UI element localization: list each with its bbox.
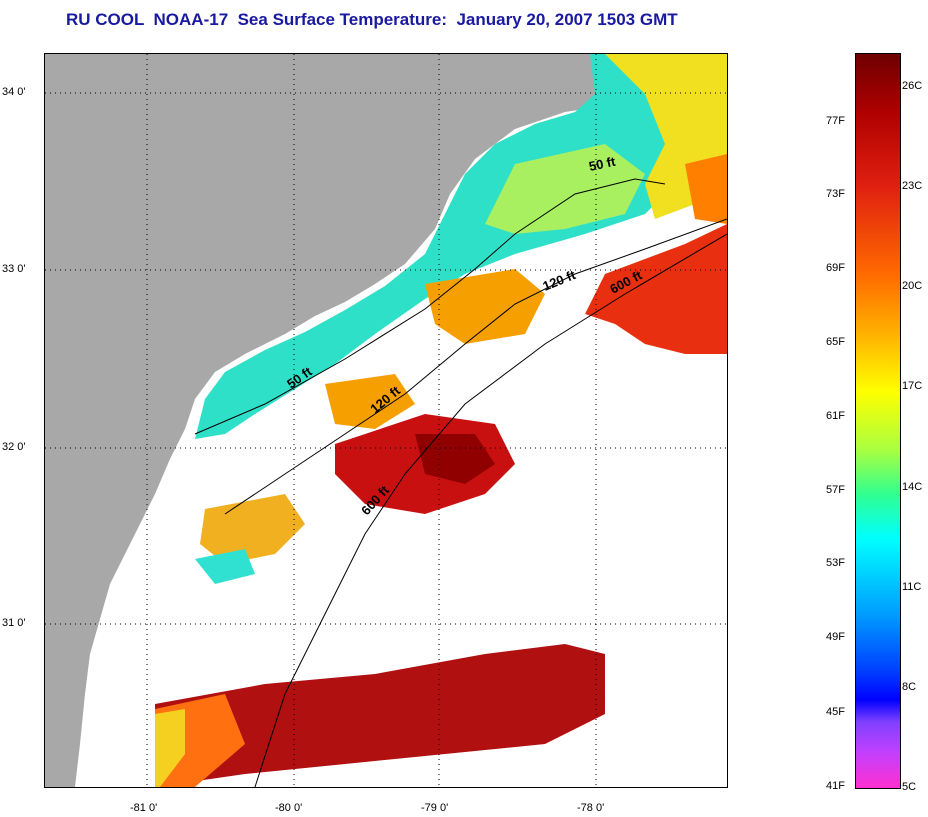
map-title: RU COOL NOAA-17 Sea Surface Temperature:…	[66, 10, 678, 29]
sst-midshelf-orange-2	[325, 374, 415, 429]
cb-c-23: 23C	[902, 180, 923, 192]
sst-map: 50 ft 120 ft 600 ft 50 ft 120 ft 600 ft	[44, 53, 728, 788]
cb-c-17: 17C	[902, 380, 923, 392]
sst-nearshore-band	[195, 54, 695, 439]
cb-f-53: 53F	[826, 557, 845, 569]
cb-f-49: 49F	[826, 631, 845, 643]
sst-offshore-ne	[585, 224, 727, 354]
cb-f-57: 57F	[826, 484, 845, 496]
lat-label-31: 31 0'	[2, 617, 26, 629]
land-area	[45, 54, 605, 787]
cb-f-77: 77F	[826, 115, 845, 127]
contour-label-120ft-north: 120 ft	[541, 267, 579, 294]
cb-f-65: 65F	[826, 336, 845, 348]
isobath-600ft	[254, 233, 727, 787]
cb-f-69: 69F	[826, 262, 845, 274]
temperature-colorbar	[855, 53, 901, 789]
lon-label-81: -81 0'	[130, 802, 158, 814]
isobath-50ft	[194, 178, 666, 435]
sst-map-canvas: 50 ft 120 ft 600 ft 50 ft 120 ft 600 ft	[45, 54, 727, 787]
contour-label-50ft-north: 50 ft	[588, 154, 618, 174]
cb-f-61: 61F	[826, 410, 845, 422]
lon-label-80: -80 0'	[275, 802, 303, 814]
sst-south-small	[200, 494, 305, 564]
cb-f-45: 45F	[826, 706, 845, 718]
cb-c-11: 11C	[902, 581, 922, 593]
lon-label-79: -79 0'	[421, 802, 449, 814]
cb-c-26: 26C	[902, 80, 923, 92]
cb-c-20: 20C	[902, 280, 923, 292]
sst-southern-yellow	[155, 709, 185, 787]
cb-c-14: 14C	[902, 481, 923, 493]
isobath-120ft	[224, 218, 727, 515]
cb-c-8: 8C	[902, 681, 917, 693]
sst-south-cyan	[195, 549, 255, 584]
sst-nearshore-green	[485, 144, 645, 234]
lon-label-78: -78 0'	[577, 802, 605, 814]
graticule	[45, 54, 727, 787]
cb-f-41: 41F	[826, 780, 845, 792]
lat-label-32: 32 0'	[2, 441, 26, 453]
cb-c-5: 5C	[902, 781, 917, 793]
sst-midshelf-orange	[425, 269, 545, 344]
sst-southern-band	[155, 644, 605, 787]
sst-offshore-ne-orange	[685, 154, 727, 224]
lat-label-34: 34 0'	[2, 86, 26, 98]
sst-central-dark	[415, 434, 495, 484]
cb-f-73: 73F	[826, 188, 845, 200]
lat-label-33: 33 0'	[2, 263, 26, 275]
